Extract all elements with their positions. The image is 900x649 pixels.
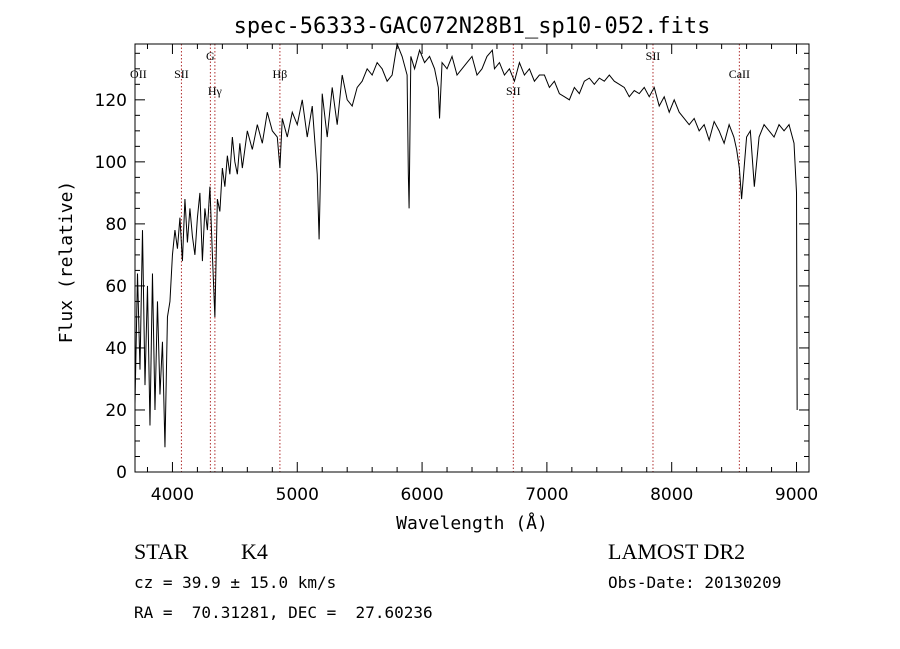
- vertical-markers: [180, 44, 740, 472]
- y-tick-label: 60: [105, 277, 127, 297]
- marker-label: G: [206, 49, 215, 63]
- plot-frame: [134, 43, 810, 473]
- marker-label: SII: [646, 49, 661, 63]
- x-tick-label: 5000: [276, 485, 319, 505]
- redshift-line: cz = 39.9 ± 15.0 km/s: [134, 573, 337, 592]
- y-tick-label: 120: [95, 91, 127, 111]
- marker-label: OII: [130, 67, 147, 81]
- x-tick-label: 6000: [400, 485, 443, 505]
- spectrum-line: [134, 42, 798, 448]
- x-axis: 4000 5000 6000 7000 8000 9000: [146, 44, 818, 505]
- observation-date: Obs-Date: 20130209: [608, 573, 782, 592]
- survey-name: LAMOST DR2: [608, 539, 746, 564]
- y-tick-label: 40: [105, 339, 127, 359]
- chart-title: spec-56333-GAC072N28B1_sp10-052.fits: [234, 14, 711, 39]
- object-subclass: K4: [241, 539, 268, 564]
- y-tick-label: 0: [116, 463, 127, 483]
- marker-label: Hβ: [273, 67, 288, 81]
- spectrum-chart: spec-56333-GAC072N28B1_sp10-052.fits OII…: [56, 14, 818, 534]
- y-tick-label: 20: [105, 401, 127, 421]
- marker-label: Hγ: [208, 84, 223, 98]
- y-axis-label: Flux (relative): [56, 181, 77, 344]
- marker-label: SII: [506, 84, 521, 98]
- object-class: STAR: [134, 539, 189, 564]
- coordinates-line: RA = 70.31281, DEC = 27.60236: [134, 603, 433, 622]
- x-tick-label: 7000: [525, 485, 568, 505]
- marker-label: CaII: [729, 67, 750, 81]
- marker-label: SII: [174, 67, 189, 81]
- x-tick-label: 4000: [151, 485, 194, 505]
- x-tick-label: 9000: [775, 485, 818, 505]
- marker-labels: OII SII G Hγ Hβ SII SII CaII: [130, 49, 750, 98]
- x-axis-label: Wavelength (Å): [396, 512, 548, 534]
- y-tick-label: 100: [95, 153, 127, 173]
- x-tick-label: 8000: [650, 485, 693, 505]
- y-axis: 0 20 40 60 80 100 120: [95, 52, 809, 483]
- y-tick-label: 80: [105, 215, 127, 235]
